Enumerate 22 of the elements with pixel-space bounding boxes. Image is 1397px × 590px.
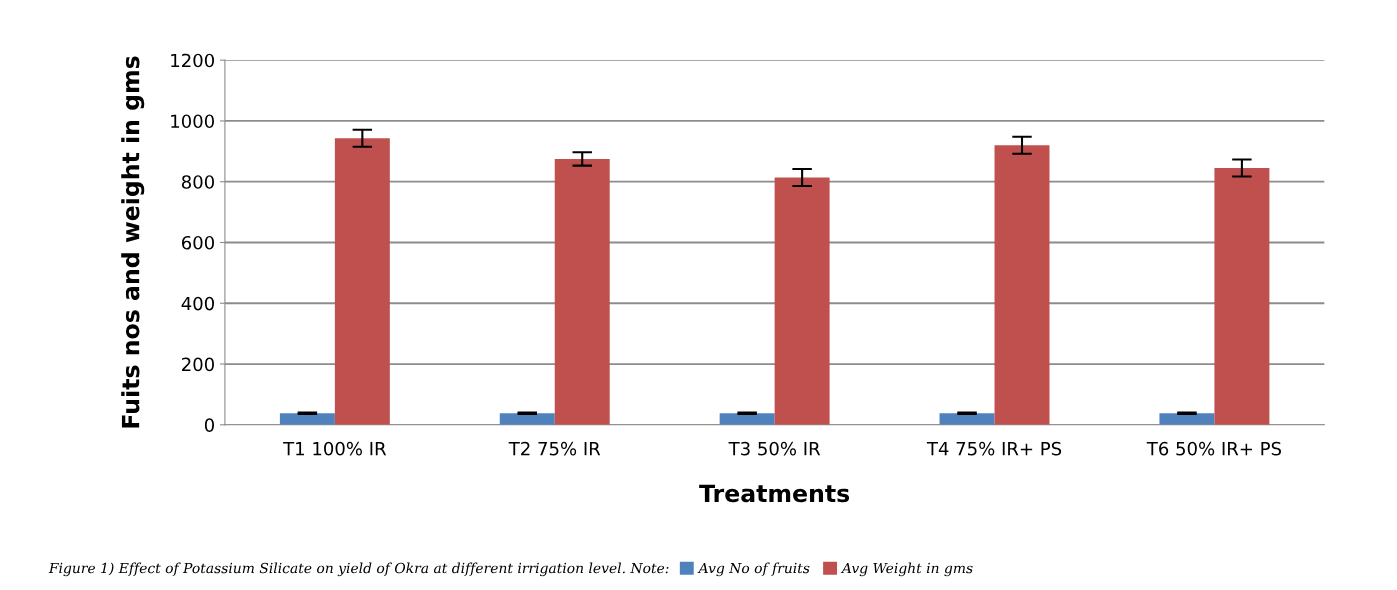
y-tick-label: 600 <box>181 235 214 250</box>
x-tick-label: T3 50% IR <box>728 441 821 456</box>
y-tick-label: 200 <box>182 357 214 372</box>
y-tick-label: 0 <box>204 418 214 432</box>
y-axis-title: Fuits nos and weight in gms <box>121 56 145 428</box>
y-tick-label: 400 <box>181 296 214 311</box>
bar <box>994 145 1050 425</box>
bar <box>334 138 390 425</box>
x-tick-label: T2 75% IR <box>508 441 601 456</box>
bar <box>1214 168 1270 425</box>
y-tick-label: 1200 <box>171 53 214 68</box>
x-tick-label: T6 50% IR+ PS <box>1146 441 1282 456</box>
bar <box>554 158 610 425</box>
x-tick-label: T4 75% IR+ PS <box>926 441 1062 456</box>
x-tick-label: T1 100% IR <box>283 441 387 456</box>
legend-label: Avg Weight in gms <box>840 562 973 577</box>
caption: Figure 1) Effect of Potassium Silicate on yield of Okra at different irrigation level. Note: <box>48 562 669 577</box>
y-tick-label: 1000 <box>171 114 214 129</box>
bar <box>774 177 830 425</box>
legend-label: Avg No of fruits <box>697 562 810 577</box>
y-tick-label: 800 <box>181 175 214 189</box>
x-axis-title: Treatments <box>699 484 850 503</box>
